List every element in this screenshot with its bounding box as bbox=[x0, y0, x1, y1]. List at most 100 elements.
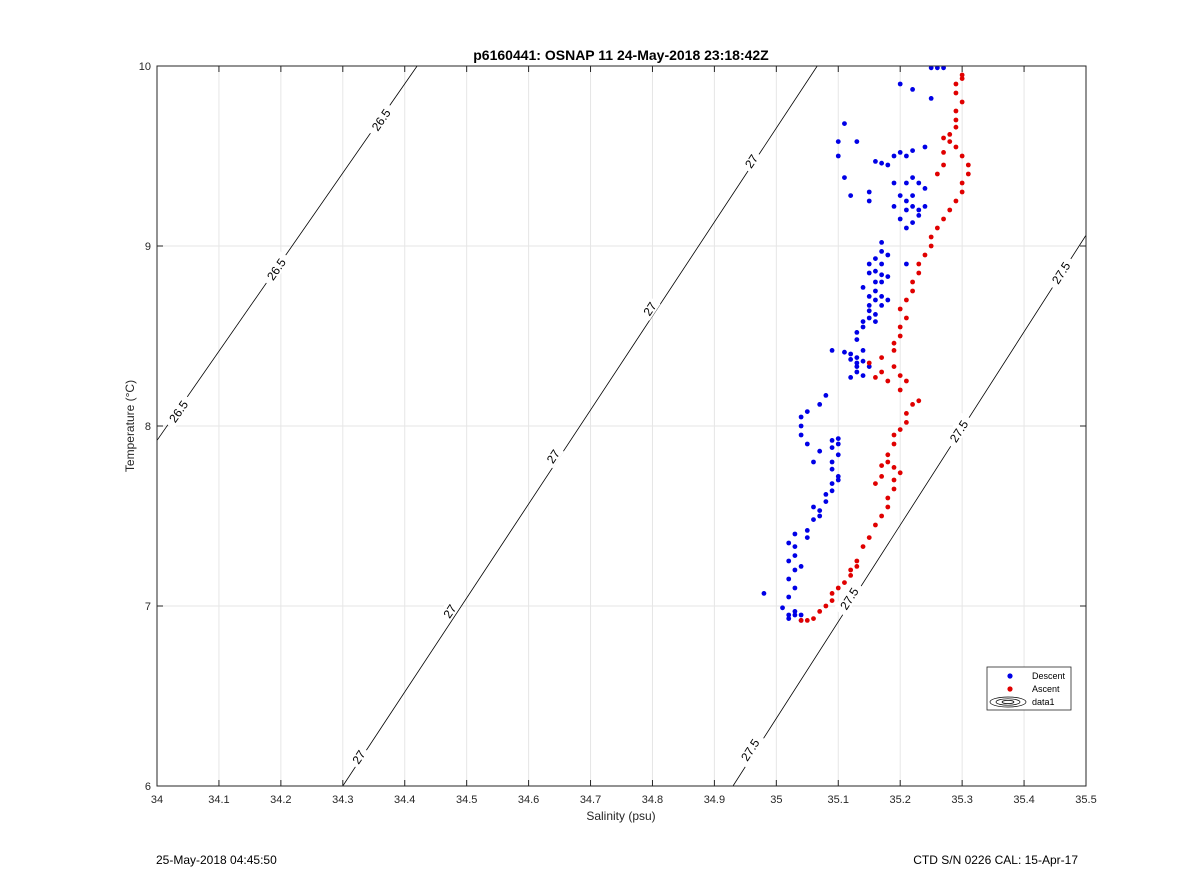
descent-point bbox=[792, 585, 798, 591]
ascent-point bbox=[811, 616, 816, 621]
descent-point bbox=[860, 319, 866, 324]
descent-point bbox=[866, 294, 872, 299]
x-tick-label: 34.2 bbox=[270, 794, 291, 806]
ascent-point bbox=[873, 375, 878, 380]
descent-point bbox=[835, 436, 841, 441]
descent-point bbox=[885, 274, 891, 279]
descent-point bbox=[854, 369, 860, 375]
ascent-point bbox=[829, 591, 835, 596]
ascent-point bbox=[903, 315, 909, 321]
descent-point bbox=[916, 207, 922, 213]
legend-ascent-label: Ascent bbox=[1032, 684, 1060, 694]
descent-point bbox=[811, 517, 816, 522]
descent-point bbox=[792, 531, 798, 537]
density-contour-27.5 bbox=[732, 234, 1086, 786]
ascent-point bbox=[953, 124, 959, 130]
descent-point bbox=[879, 279, 885, 285]
descent-point bbox=[817, 508, 823, 513]
ascent-point bbox=[897, 333, 903, 339]
descent-point bbox=[854, 337, 860, 342]
ascent-point bbox=[897, 427, 903, 432]
descent-point bbox=[916, 180, 922, 186]
descent-point bbox=[811, 504, 816, 510]
descent-point bbox=[873, 256, 878, 261]
descent-point bbox=[780, 605, 785, 611]
ascent-point bbox=[835, 585, 841, 591]
ascent-point bbox=[922, 252, 928, 258]
descent-point bbox=[910, 220, 915, 226]
descent-point bbox=[903, 261, 909, 267]
descent-point bbox=[829, 459, 835, 465]
ascent-point bbox=[903, 420, 909, 425]
descent-point bbox=[798, 414, 804, 420]
descent-point bbox=[903, 198, 909, 204]
descent-point bbox=[786, 612, 792, 618]
ascent-point bbox=[848, 567, 854, 573]
descent-point bbox=[910, 175, 915, 181]
contour-label-bg bbox=[739, 148, 763, 174]
contour-label-bg bbox=[260, 250, 292, 287]
x-tick-label: 34 bbox=[151, 794, 163, 806]
ascent-point bbox=[934, 171, 940, 177]
descent-point bbox=[873, 159, 878, 164]
contour-label-bg bbox=[1045, 254, 1076, 291]
contour-label-bg bbox=[364, 101, 396, 138]
ascent-point bbox=[953, 81, 959, 87]
descent-point bbox=[848, 375, 854, 380]
grid-lines bbox=[157, 66, 1086, 786]
descent-point bbox=[897, 193, 903, 199]
ascent-point bbox=[891, 477, 897, 483]
descent-point bbox=[922, 144, 928, 150]
descent-point bbox=[885, 162, 891, 168]
ascent-point bbox=[941, 162, 946, 168]
descent-point bbox=[879, 160, 885, 166]
descent-point bbox=[873, 319, 878, 324]
descent-point bbox=[910, 204, 915, 209]
descent-point bbox=[910, 148, 915, 154]
descent-point bbox=[817, 402, 823, 407]
descent-point bbox=[860, 373, 866, 378]
descent-point bbox=[891, 180, 897, 186]
descent-point bbox=[835, 139, 841, 145]
descent-point bbox=[848, 193, 854, 199]
y-tick-label: 8 bbox=[145, 421, 151, 433]
descent-point bbox=[873, 312, 878, 317]
descent-point bbox=[897, 81, 903, 87]
descent-point bbox=[897, 150, 903, 155]
descent-point bbox=[873, 288, 878, 294]
descent-point bbox=[811, 459, 816, 465]
descent-point bbox=[786, 540, 792, 546]
ascent-point bbox=[897, 324, 903, 330]
ascent-point bbox=[879, 369, 885, 375]
descent-point bbox=[873, 268, 878, 274]
descent-point bbox=[860, 324, 866, 330]
descent-point bbox=[823, 499, 829, 504]
ascent-point bbox=[842, 580, 847, 585]
ascent-point bbox=[891, 340, 897, 346]
descent-point bbox=[854, 360, 860, 366]
contour-label-bg bbox=[541, 443, 564, 469]
ascent-point bbox=[885, 459, 891, 465]
ascent-point bbox=[959, 76, 965, 81]
descent-point bbox=[866, 270, 872, 276]
ascent-point bbox=[817, 609, 823, 614]
ascent-point bbox=[891, 441, 897, 447]
x-axis-label: Salinity (psu) bbox=[586, 809, 655, 823]
contour-label-bg bbox=[637, 296, 661, 321]
ascent-point bbox=[854, 564, 860, 569]
x-tick-label: 34.5 bbox=[456, 794, 477, 806]
ascent-point bbox=[891, 486, 897, 492]
ascent-point bbox=[897, 387, 903, 393]
descent-point bbox=[866, 198, 872, 204]
ascent-point bbox=[879, 513, 885, 519]
legend-data1-contour-icon bbox=[989, 696, 1027, 708]
descent-point bbox=[916, 213, 922, 218]
descent-point bbox=[866, 364, 872, 369]
descent-point bbox=[903, 207, 909, 213]
descent-point bbox=[885, 252, 891, 258]
descent-point bbox=[798, 432, 804, 438]
contour-label-bg bbox=[346, 744, 370, 769]
ascent-point bbox=[953, 117, 959, 123]
descent-point bbox=[829, 481, 835, 486]
descent-point bbox=[879, 272, 885, 278]
